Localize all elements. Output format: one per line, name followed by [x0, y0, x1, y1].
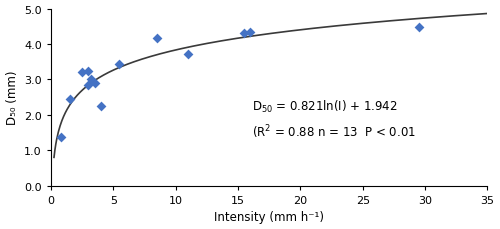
Point — [84, 69, 92, 73]
Point — [153, 37, 161, 40]
Point — [415, 26, 423, 30]
Point — [97, 105, 105, 109]
Point — [90, 82, 98, 85]
Point — [84, 84, 92, 87]
Point — [246, 31, 254, 34]
Point — [184, 53, 192, 57]
Point — [87, 78, 95, 82]
Point — [78, 71, 86, 75]
Y-axis label: D₅₀ (mm): D₅₀ (mm) — [6, 71, 18, 125]
Point — [57, 136, 65, 139]
X-axis label: Intensity (mm h⁻¹): Intensity (mm h⁻¹) — [214, 210, 324, 224]
Text: $\mathregular{D_{50}}$ = 0.821ln(I) + 1.942
($\mathregular{R^2}$ = 0.88 n = 13  : $\mathregular{D_{50}}$ = 0.821ln(I) + 1.… — [252, 98, 416, 140]
Point — [240, 32, 248, 35]
Point — [66, 98, 74, 101]
Point — [116, 63, 124, 66]
